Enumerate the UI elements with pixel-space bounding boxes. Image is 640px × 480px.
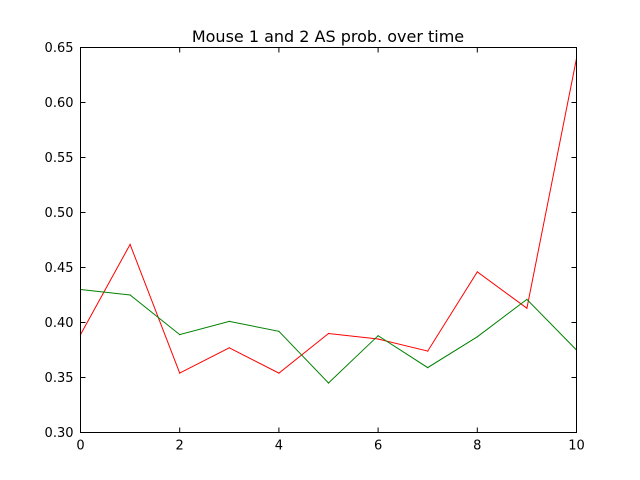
x-tick-label: 2 xyxy=(176,439,184,454)
data-point-1-5 xyxy=(327,332,330,335)
x-tick-label: 8 xyxy=(473,439,481,454)
x-tick-label: 0 xyxy=(76,439,84,454)
data-point-1-1 xyxy=(129,243,131,245)
y-tick-label: 0.45 xyxy=(45,261,74,276)
data-point-2-5 xyxy=(327,382,330,384)
y-tick-label: 0.40 xyxy=(45,316,74,331)
data-point-2-4 xyxy=(278,330,280,332)
data-point-1-6 xyxy=(377,338,379,340)
data-point-2-9 xyxy=(526,298,528,300)
plot-frame xyxy=(80,47,577,433)
data-point-2-6 xyxy=(377,335,379,337)
chart-title: Mouse 1 and 2 AS prob. over time xyxy=(192,27,464,46)
y-tick-label: 0.60 xyxy=(45,96,74,111)
y-tick-label: 0.65 xyxy=(45,41,74,56)
data-point-1-4 xyxy=(278,372,280,374)
x-tick-label: 10 xyxy=(568,439,585,454)
series-layer xyxy=(79,57,578,384)
data-point-1-7 xyxy=(427,350,429,352)
y-tick-label: 0.30 xyxy=(45,426,74,441)
ticks-layer: 0 2 4 6 8 10 0.30 0.35 0.40 0.45 0.50 0.55 0.60 0.65 xyxy=(45,41,585,454)
data-point-1-2 xyxy=(179,372,181,374)
data-point-1-8 xyxy=(476,271,478,273)
data-point-1-3 xyxy=(228,347,230,349)
y-tick-label: 0.35 xyxy=(45,371,74,386)
data-point-2-8 xyxy=(476,336,478,338)
data-point-2-7 xyxy=(427,367,429,369)
data-point-1-9 xyxy=(526,307,528,309)
x-tick-label: 6 xyxy=(374,439,382,454)
data-point-2-1 xyxy=(129,294,131,296)
y-tick-label: 0.50 xyxy=(45,206,74,221)
data-point-2-2 xyxy=(179,334,181,336)
y-tick-label: 0.55 xyxy=(45,151,74,166)
data-point-2-3 xyxy=(228,320,230,322)
x-tick-label: 4 xyxy=(275,439,283,454)
